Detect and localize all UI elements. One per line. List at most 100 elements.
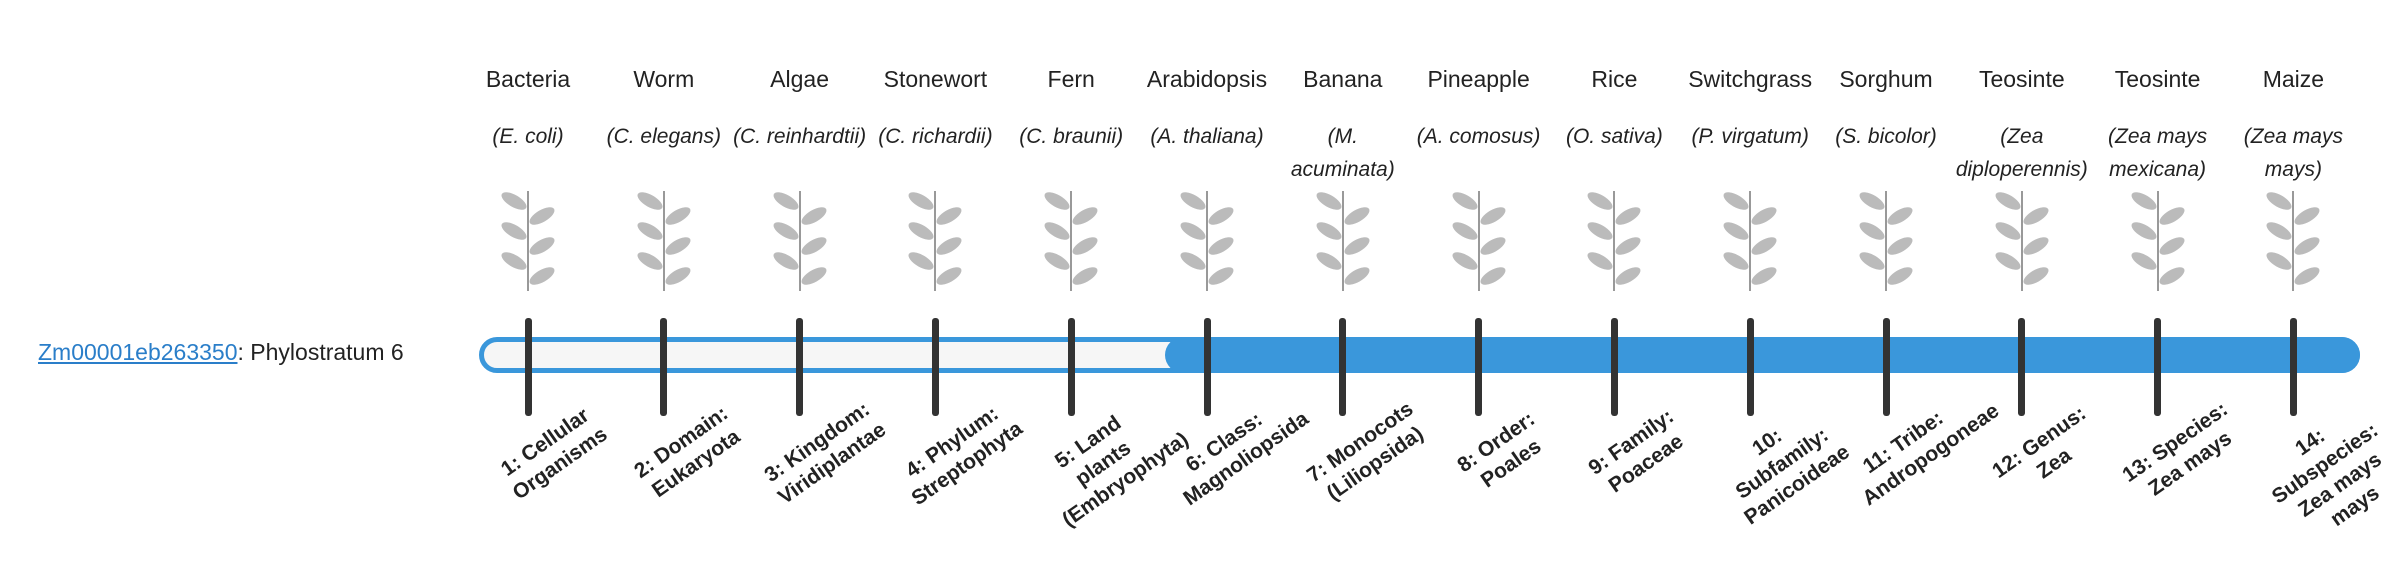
- illustration-part: [665, 267, 691, 285]
- stratum-tick: [2154, 318, 2162, 416]
- stratum-label: 11: Tribe: Andropogoneae: [1858, 399, 2004, 511]
- organism-illustration: [1180, 191, 1234, 291]
- illustration-part: [1452, 252, 1478, 270]
- stratum-label: 14: Subspecies: Zea mays mays: [2268, 418, 2387, 531]
- illustration-part: [773, 192, 799, 210]
- illustration-part: [1587, 222, 1613, 240]
- illustration-part: [908, 252, 934, 270]
- illustration-part: [501, 222, 527, 240]
- illustration-part: [1344, 207, 1370, 225]
- organism-illustration: [1452, 191, 1506, 291]
- organism-name: Teosinte: [1978, 66, 2065, 92]
- illustration-part: [1044, 222, 1070, 240]
- organism-species: (C. elegans): [606, 125, 721, 148]
- illustration-part: [2131, 252, 2157, 270]
- illustration-part: [1180, 252, 1206, 270]
- organism-species: (P. virgatum): [1691, 125, 1809, 148]
- organism-name: Banana: [1303, 66, 1383, 92]
- illustration-part: [1208, 267, 1234, 285]
- stratum-tick: [1067, 318, 1075, 416]
- organism-illustration: [1587, 191, 1641, 291]
- illustration-part: [2023, 237, 2049, 255]
- gene-link[interactable]: Zm00001eb263350: [38, 339, 238, 365]
- illustration-part: [665, 207, 691, 225]
- organism-species: (Zea mays mays): [2243, 125, 2343, 181]
- stratum-text: : Phylostratum: [237, 339, 385, 365]
- stratum-label: 7: Monocots (Liliopsida): [1302, 397, 1428, 506]
- stratum-tick: [796, 318, 804, 416]
- illustration-part: [1072, 267, 1098, 285]
- illustration-part: [1615, 267, 1641, 285]
- illustration-part: [1208, 237, 1234, 255]
- organism-name: Arabidopsis: [1146, 66, 1268, 92]
- illustration-part: [2294, 237, 2320, 255]
- illustration-part: [529, 237, 555, 255]
- illustration-part: [1180, 222, 1206, 240]
- organism-illustration: [1723, 191, 1777, 291]
- illustration-part: [801, 267, 827, 285]
- illustration-part: [1723, 222, 1749, 240]
- stratum-tick: [660, 318, 668, 416]
- organism-illustration: [908, 191, 962, 291]
- illustration-part: [2131, 192, 2157, 210]
- illustration-part: [1208, 207, 1234, 225]
- organism-species: (Zea mays mexicana): [2108, 125, 2208, 181]
- illustration-part: [1615, 237, 1641, 255]
- illustration-part: [637, 252, 663, 270]
- organism-species: (C. reinhardtii): [733, 125, 867, 148]
- illustration-part: [2266, 222, 2292, 240]
- illustration-part: [908, 222, 934, 240]
- organism-name: Fern: [1047, 66, 1095, 92]
- organism-name: Switchgrass: [1688, 66, 1813, 92]
- illustration-part: [501, 192, 527, 210]
- illustration-part: [2266, 192, 2292, 210]
- illustration-part: [773, 252, 799, 270]
- illustration-part: [529, 207, 555, 225]
- stratum-tick: [2018, 318, 2026, 416]
- organism-illustration: [637, 191, 691, 291]
- illustration-part: [1316, 222, 1342, 240]
- organism-name: Stonewort: [883, 66, 988, 92]
- organism-illustration: [2131, 191, 2185, 291]
- organism-species: (O. sativa): [1565, 125, 1663, 148]
- stratum-tick: [1746, 318, 1754, 416]
- illustration-part: [1615, 207, 1641, 225]
- illustration-part: [1995, 222, 2021, 240]
- illustration-part: [773, 222, 799, 240]
- organism-name: Pineapple: [1427, 66, 1530, 92]
- illustration-part: [2159, 237, 2185, 255]
- organism-species: (A. thaliana): [1150, 125, 1264, 148]
- illustration-part: [1072, 207, 1098, 225]
- illustration-part: [801, 237, 827, 255]
- illustration-part: [1751, 267, 1777, 285]
- organism-name: Maize: [2262, 66, 2325, 92]
- organism-illustration: [1995, 191, 2049, 291]
- organism-illustration: [501, 191, 555, 291]
- illustration-part: [1587, 192, 1613, 210]
- illustration-part: [1480, 267, 1506, 285]
- stratum-tick: [1475, 318, 1483, 416]
- organism-name: Teosinte: [2114, 66, 2201, 92]
- stratum-label: 5: Land plants (Embryophyta): [1051, 411, 1193, 532]
- stratum-label: 8: Order: Poales: [1452, 407, 1546, 493]
- organism-illustration: [773, 191, 827, 291]
- illustration-part: [1723, 192, 1749, 210]
- illustration-part: [2023, 267, 2049, 285]
- stratum-label: 3: Kingdom: Viridiplantae: [759, 397, 890, 509]
- organism-name: Sorghum: [1839, 66, 1933, 92]
- stratum-tick: [1610, 318, 1618, 416]
- illustration-part: [1452, 222, 1478, 240]
- illustration-part: [1995, 252, 2021, 270]
- organism-illustration: [1859, 191, 1913, 291]
- organism-species: (Zea diploperennis): [1955, 125, 2088, 181]
- illustration-part: [1995, 192, 2021, 210]
- stratum-label: 4: Phylum: Streptophyta: [901, 402, 1028, 511]
- illustration-part: [801, 207, 827, 225]
- illustration-part: [2023, 207, 2049, 225]
- organism-name: Algae: [770, 66, 829, 92]
- illustration-part: [637, 222, 663, 240]
- organism-name: Bacteria: [485, 66, 571, 92]
- illustration-part: [665, 237, 691, 255]
- illustration-part: [1316, 252, 1342, 270]
